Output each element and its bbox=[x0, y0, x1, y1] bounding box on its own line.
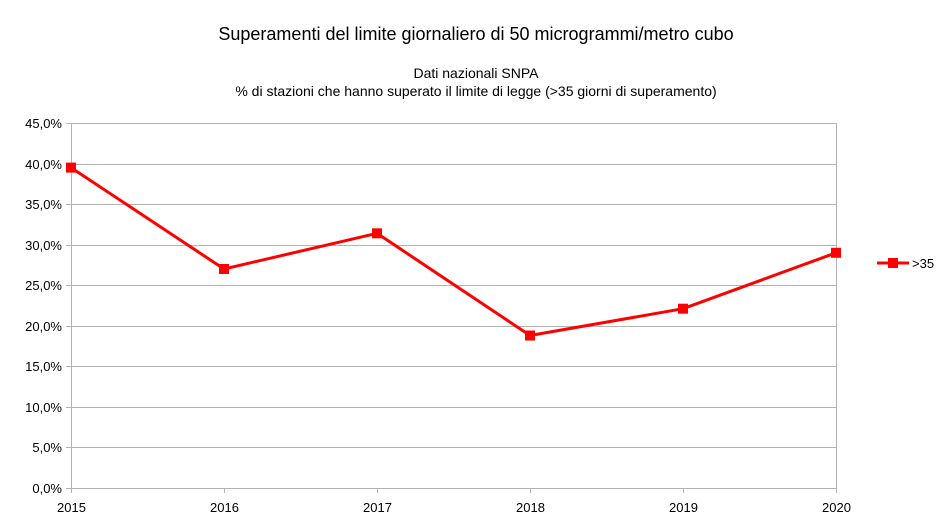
series-line bbox=[69, 166, 838, 337]
legend-label: >35 bbox=[912, 256, 934, 271]
x-tick-label: 2016 bbox=[210, 500, 239, 515]
x-tick-label: 2017 bbox=[363, 500, 392, 515]
x-tick-label: 2019 bbox=[669, 500, 698, 515]
chart-subtitle-line-2: % di stazioni che hanno superato il limi… bbox=[235, 83, 716, 99]
y-tick-label: 35,0% bbox=[25, 197, 62, 212]
x-tick-labels: 2015 2016 2017 2018 2019 2020 bbox=[57, 500, 851, 515]
legend: >35 bbox=[877, 256, 934, 271]
chart-title: Superamenti del limite giornaliero di 50… bbox=[218, 24, 733, 44]
data-point bbox=[66, 162, 76, 173]
data-point bbox=[372, 228, 382, 239]
x-tick-label: 2015 bbox=[57, 500, 86, 515]
legend-marker bbox=[888, 258, 898, 268]
y-tick-label: 0,0% bbox=[32, 481, 62, 496]
y-tick-label: 25,0% bbox=[25, 278, 62, 293]
y-tick-label: 40,0% bbox=[25, 157, 62, 172]
series-group bbox=[66, 162, 841, 341]
data-point bbox=[525, 330, 535, 341]
y-tick-labels: 0,0% 5,0% 10,0% 15,0% 20,0% 25,0% 30,0% 35,0% 40… bbox=[25, 116, 62, 496]
data-point bbox=[219, 264, 229, 274]
chart-subtitle-line-1: Dati nazionali SNPA bbox=[413, 65, 539, 81]
gridlines bbox=[71, 123, 836, 489]
data-point bbox=[831, 247, 841, 258]
y-tick-label: 45,0% bbox=[25, 116, 62, 131]
axes bbox=[66, 123, 837, 493]
y-tick-label: 10,0% bbox=[25, 400, 62, 415]
x-tick-label: 2018 bbox=[516, 500, 545, 515]
y-tick-label: 20,0% bbox=[25, 319, 62, 334]
y-tick-label: 5,0% bbox=[32, 440, 62, 455]
data-point bbox=[678, 303, 688, 314]
y-tick-label: 30,0% bbox=[25, 238, 62, 253]
y-tick-label: 15,0% bbox=[25, 359, 62, 374]
x-tick-label: 2020 bbox=[822, 500, 851, 515]
